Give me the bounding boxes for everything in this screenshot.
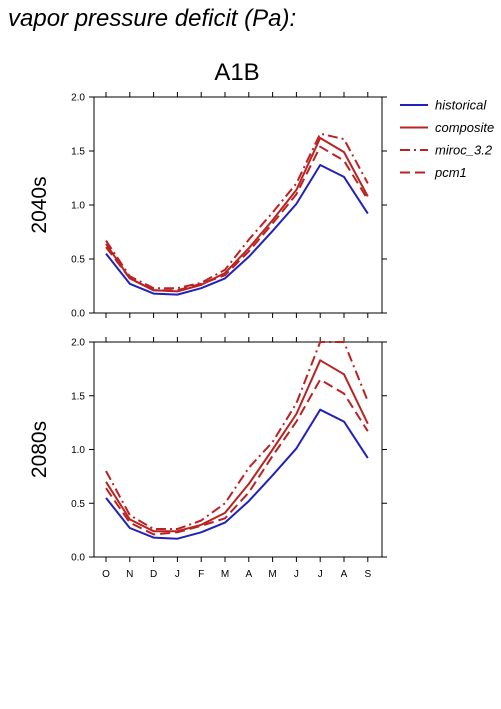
- x-tick-label: A: [245, 569, 252, 580]
- series-line-historical: [105, 408, 369, 540]
- y-tick-label: 0.0: [71, 309, 85, 320]
- legend-label: miroc_3.2: [435, 143, 493, 158]
- x-tick-label: D: [150, 569, 157, 580]
- x-tick-label: A: [341, 569, 348, 580]
- legend-label: pcm1: [434, 165, 467, 180]
- legend: historical composite miroc_3.2 pcm1: [400, 98, 494, 180]
- y-tick-label: 1.0: [71, 445, 85, 456]
- x-tick-label: M: [221, 569, 229, 580]
- y-tick-label: 1.0: [71, 201, 85, 212]
- panel-label: 2040s: [28, 176, 51, 233]
- figure-heading: vapor pressure deficit (Pa):: [8, 5, 297, 32]
- x-tick-label: J: [175, 569, 180, 580]
- x-tick-label: J: [294, 569, 299, 580]
- y-tick-label: 0.5: [71, 255, 85, 266]
- x-tick-label: O: [102, 569, 110, 580]
- y-tick-label: 0.0: [71, 553, 85, 564]
- panel-2080s: 0.0 0.5 1.0 1.5 2.0 O N D J F M A M J J A S 2080s: [28, 337, 387, 580]
- legend-label: historical: [435, 98, 487, 113]
- panel-2040s: 0.0 0.5 1.0 1.5 2.0 2040s: [28, 92, 387, 320]
- plot-frame: [93, 96, 383, 314]
- figure-title: A1B: [214, 59, 259, 86]
- x-tick-label: N: [126, 569, 133, 580]
- series-line-miroc-3-2: [105, 341, 369, 530]
- legend-label: composite: [435, 120, 494, 135]
- x-tick-label: S: [364, 569, 371, 580]
- series-line-composite: [105, 359, 369, 533]
- series-line-pcm1: [105, 378, 369, 536]
- y-tick-label: 1.5: [71, 147, 85, 158]
- y-tick-label: 2.0: [71, 93, 85, 104]
- series-line-miroc-3-2: [105, 132, 369, 290]
- x-tick-label: J: [318, 569, 323, 580]
- x-tick-label: M: [268, 569, 276, 580]
- x-tick-label: F: [198, 569, 204, 580]
- y-tick-label: 1.5: [71, 391, 85, 402]
- y-tick-label: 2.0: [71, 338, 85, 349]
- series-line-pcm1: [105, 145, 369, 292]
- panel-label: 2080s: [28, 421, 51, 478]
- series-line-historical: [105, 164, 369, 296]
- plot-frame: [93, 341, 383, 558]
- y-tick-label: 0.5: [71, 499, 85, 510]
